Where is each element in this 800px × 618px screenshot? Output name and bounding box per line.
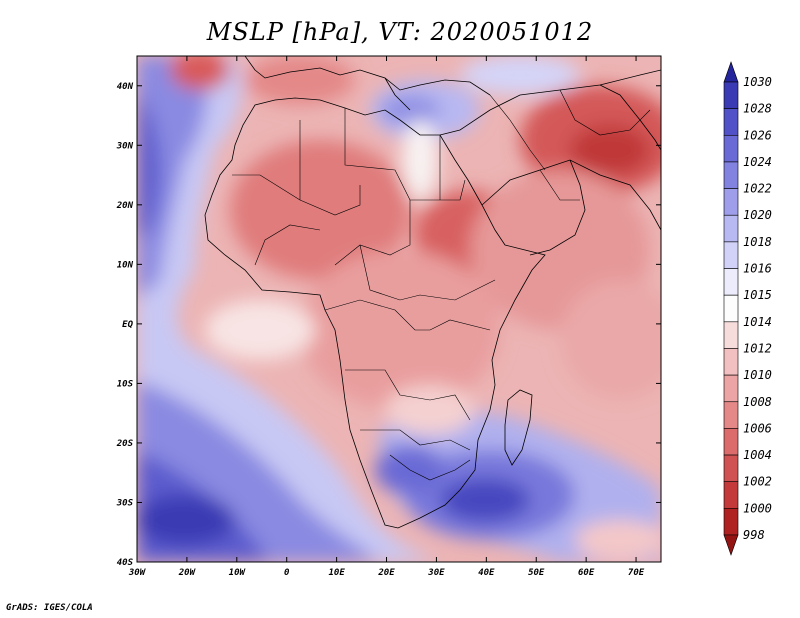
lat-tick-label: 40S	[117, 558, 134, 568]
colorbar-level-label: 1002	[743, 475, 772, 489]
colorbar-swatch	[723, 161, 739, 189]
colorbar-swatch	[723, 241, 739, 269]
colorbar-level-label: 1012	[743, 341, 772, 355]
colorbar-level-label: 1000	[743, 501, 772, 515]
lon-tick-label: 60E	[578, 568, 595, 578]
colorbar-swatch	[723, 401, 739, 429]
lon-tick-label: 0	[284, 568, 290, 578]
footer-credit: GrADS: IGES/COLA	[6, 603, 93, 613]
lon-tick-label: 10E	[328, 568, 345, 578]
lon-tick-label: 30W	[128, 568, 147, 578]
colorbar-level-label: 1006	[743, 421, 772, 435]
lon-tick-label: 30E	[427, 568, 445, 578]
colorbar: 1030 1028 1026 1024 1022 1020 1018 1016 1015 1014…	[723, 61, 772, 556]
lon-tick-label: 50E	[528, 568, 545, 578]
lat-tick-label: 40N	[117, 82, 134, 92]
lat-tick-label: 30N	[116, 141, 134, 151]
colorbar-level-label: 1026	[743, 128, 772, 142]
axis-ticks	[136, 56, 661, 563]
colorbar-level-label: 1015	[743, 288, 772, 302]
lat-tick-label: 20N	[116, 201, 134, 211]
lon-tick-label: 40E	[478, 568, 495, 578]
lat-tick-label: 20S	[116, 439, 134, 449]
colorbar-level-label: 1018	[743, 235, 772, 249]
colorbar-swatch	[723, 214, 739, 243]
map-frame	[136, 55, 662, 563]
colorbar-swatch	[723, 454, 739, 483]
lat-tick-label: 10N	[117, 260, 134, 270]
colorbar-level-label: 1024	[743, 155, 772, 169]
country-borders	[232, 89, 651, 481]
colorbar-swatch	[723, 294, 739, 323]
lon-tick-label: 10W	[229, 568, 247, 578]
colorbar-swatch	[723, 321, 739, 349]
lon-tick-label: 20E	[377, 568, 395, 578]
colorbar-swatch	[723, 428, 739, 456]
pressure-field	[137, 56, 661, 562]
colorbar-swatch	[723, 374, 739, 403]
colorbar-level-label: 1014	[743, 315, 772, 329]
colorbar-swatch	[723, 348, 739, 376]
colorbar-level-label: 1016	[743, 262, 772, 276]
colorbar-level-label: 1028	[743, 102, 772, 116]
colorbar-level-label: 1030	[743, 75, 772, 89]
colorbar-swatch	[723, 134, 739, 163]
colorbar-swatch	[723, 481, 739, 509]
lat-tick-label: 10S	[117, 379, 134, 389]
tick-labels: 30W 20W 10W 0 10E 20E 30E 40E 50E 60E 70E 40N 30N 20N…	[116, 82, 645, 578]
lat-tick-label: 30S	[116, 498, 134, 508]
lat-tick-label: EQ	[122, 320, 133, 330]
lon-tick-label: 70E	[628, 568, 645, 578]
colorbar-swatch	[723, 188, 739, 216]
colorbar-swatch	[723, 108, 739, 136]
colorbar-level-label: 998	[743, 528, 765, 542]
colorbar-level-label: 1008	[743, 395, 772, 409]
colorbar-swatch	[723, 508, 739, 536]
colorbar-swatch	[723, 268, 739, 296]
colorbar-swatch	[723, 534, 739, 556]
colorbar-level-label: 1004	[743, 448, 772, 462]
colorbar-level-label: 1022	[743, 182, 772, 196]
map-title: MSLP [hPa], VT: 2020051012	[206, 18, 594, 46]
lon-tick-label: 20W	[178, 568, 197, 578]
colorbar-level-label: 1010	[743, 368, 772, 382]
colorbar-swatch	[723, 81, 739, 109]
colorbar-swatch	[723, 61, 739, 83]
colorbar-level-label: 1020	[743, 208, 772, 222]
